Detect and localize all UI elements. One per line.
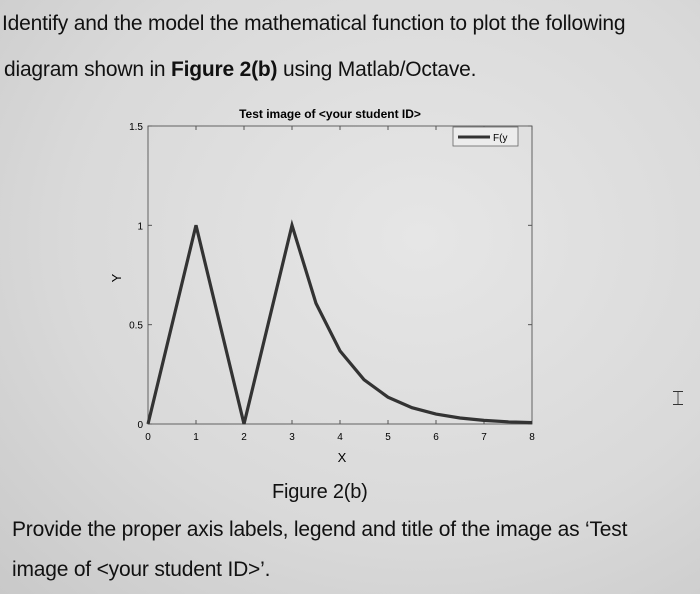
- question-line-1: Identify and the model the mathematical …: [2, 12, 626, 35]
- x-tick-label: 3: [289, 432, 295, 443]
- question-line-2-post: using Matlab/Octave.: [277, 58, 477, 81]
- question-line-4: image of <your student ID>’.: [12, 558, 271, 581]
- y-tick-label: 1: [137, 221, 143, 232]
- figure-reference: Figure 2(b): [171, 58, 278, 81]
- text-cursor-icon: ⌶: [672, 386, 684, 410]
- x-tick-label: 5: [385, 432, 391, 443]
- series-line: [146, 219, 533, 425]
- x-axis-label: X: [338, 450, 347, 465]
- chart-title: Test image of <your student ID>: [239, 107, 421, 121]
- question-line-2-pre: diagram shown in: [4, 58, 172, 81]
- x-tick-label: 8: [529, 432, 535, 443]
- figure-caption: Figure 2(b): [272, 481, 368, 503]
- x-tick-label: 1: [193, 432, 199, 443]
- axes: 0 1 2 3 4 5 6 7 8 0 0.5 1 1.5: [129, 122, 535, 443]
- x-tick-label: 2: [241, 432, 247, 443]
- x-tick-label: 4: [337, 432, 343, 443]
- plot-frame: [147, 125, 533, 425]
- question-line-3: Provide the proper axis labels, legend a…: [12, 518, 628, 541]
- y-tick-label: 1.5: [129, 122, 143, 133]
- y-tick-label: 0: [137, 420, 143, 431]
- legend: F(y: [452, 126, 519, 147]
- y-tick-label: 0.5: [129, 321, 143, 332]
- x-tick-label: 7: [481, 432, 487, 443]
- question-line-2: diagram shown in Figure 2(b) using Matla…: [4, 58, 476, 82]
- x-tick-label: 0: [145, 432, 151, 443]
- y-axis-label: Y: [109, 273, 124, 282]
- x-tick-label: 6: [433, 432, 439, 443]
- legend-entry: F(y: [493, 133, 507, 144]
